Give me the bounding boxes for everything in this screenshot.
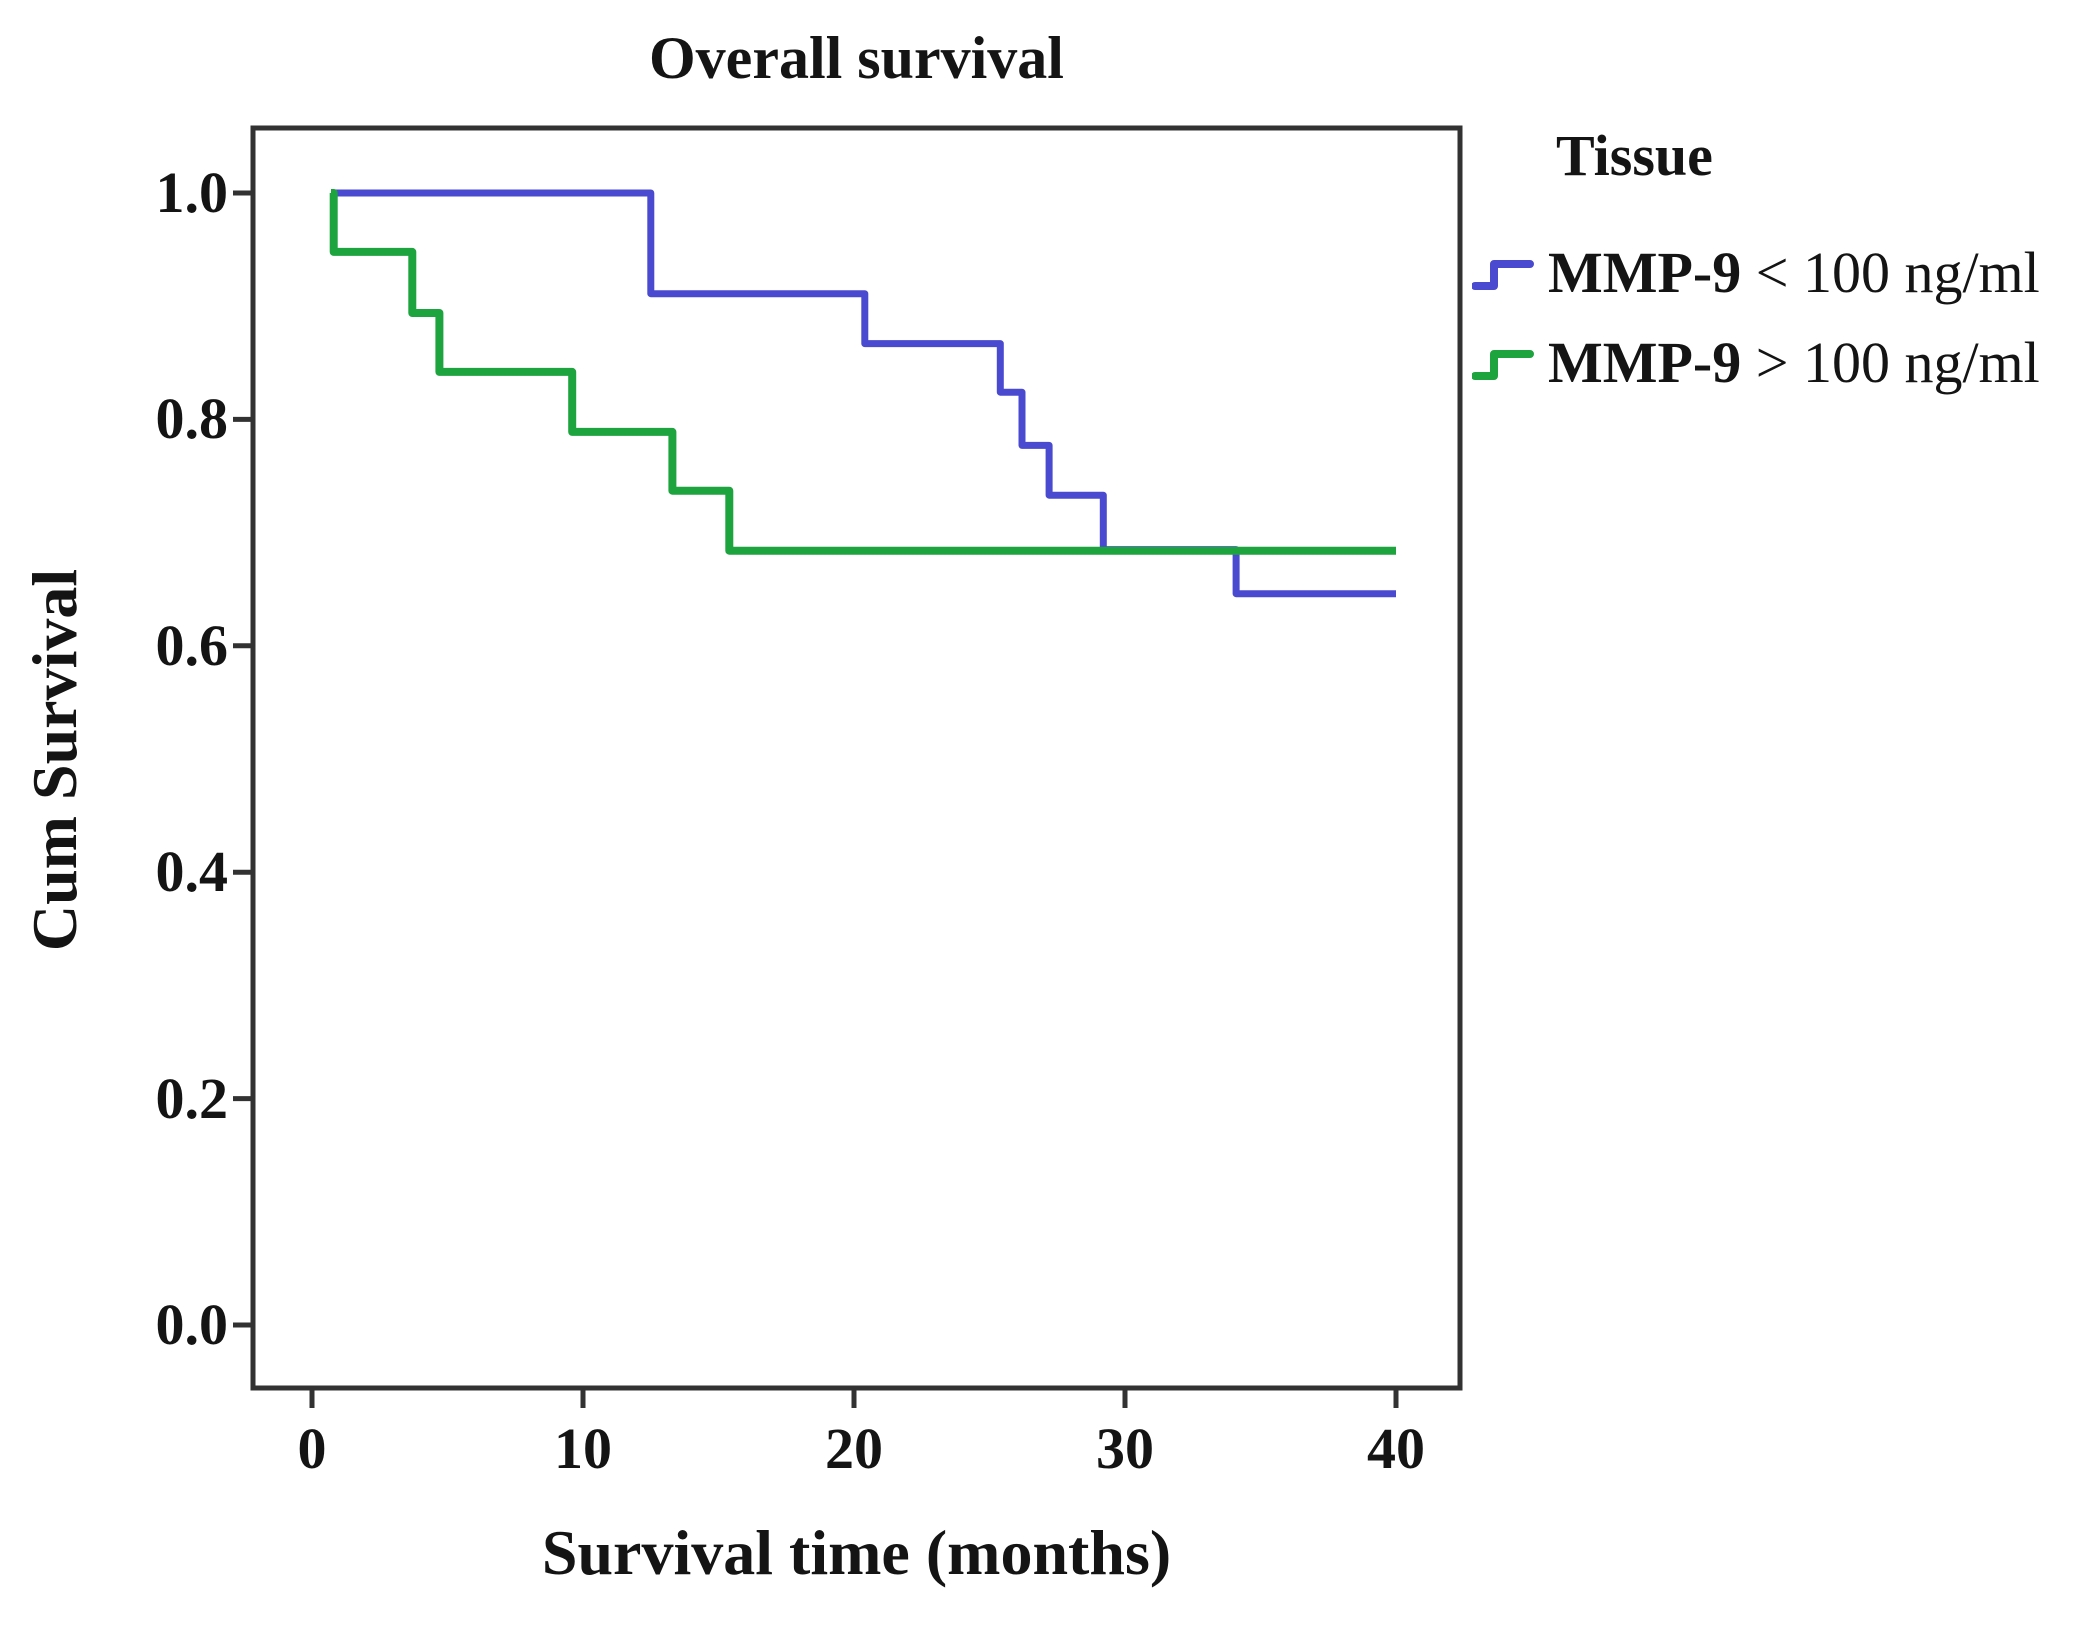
legend-label: MMP-9 < 100 ng/ml <box>1548 239 2040 305</box>
x-axis-label: Survival time (months) <box>541 1517 1172 1588</box>
x-tick-label-30: 30 <box>1096 1416 1154 1481</box>
legend-title: Tissue <box>1556 123 1713 188</box>
step-line-icon <box>1472 350 1534 380</box>
x-tick-label-40: 40 <box>1367 1416 1425 1481</box>
survival-curve-mmp9-under-100 <box>331 189 1396 598</box>
y-tick-label-0.4: 0.4 <box>155 839 229 905</box>
x-tick-label-0: 0 <box>297 1416 327 1481</box>
x-tick-label-10: 10 <box>554 1416 612 1481</box>
chart-title: Overall survival <box>649 25 1064 91</box>
y-tick-label-1.0: 1.0 <box>155 160 229 225</box>
y-tick-label-0.6: 0.6 <box>155 612 229 678</box>
legend-item-mmp9-under-100: MMP-9 < 100 ng/ml <box>1472 234 2040 310</box>
x-tick-label-20: 20 <box>825 1416 883 1481</box>
y-tick-label-0.2: 0.2 <box>155 1065 229 1131</box>
step-line-icon <box>1472 260 1534 290</box>
y-tick-label-0.8: 0.8 <box>155 386 229 452</box>
survival-curve-mmp9-over-100 <box>329 189 1396 555</box>
legend-item-mmp9-over-100: MMP-9 > 100 ng/ml <box>1472 324 2040 400</box>
y-tick-label-0.0: 0.0 <box>155 1292 229 1357</box>
legend-label: MMP-9 > 100 ng/ml <box>1548 329 2040 395</box>
